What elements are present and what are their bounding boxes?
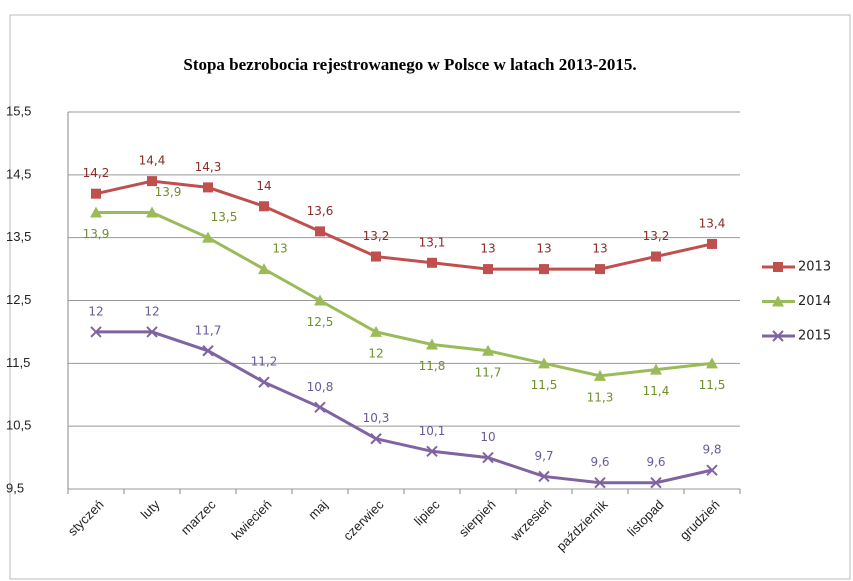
value-label: 13 — [592, 242, 607, 256]
series-line — [95, 179, 713, 271]
marker — [650, 477, 662, 489]
marker — [483, 264, 493, 275]
marker — [426, 445, 438, 458]
marker — [538, 470, 550, 483]
value-label: 11,7 — [475, 365, 502, 379]
y-tick-label: 13,5 — [6, 229, 31, 244]
marker — [91, 188, 101, 199]
marker — [427, 257, 437, 268]
marker — [595, 264, 605, 275]
value-label: 12 — [368, 346, 383, 360]
chart-title: Stopa bezrobocia rejestrowanego w Polsce… — [183, 55, 636, 74]
value-label: 11,3 — [587, 390, 614, 404]
value-label: 13,2 — [643, 229, 670, 243]
value-label: 13,6 — [307, 204, 334, 218]
value-label: 9,8 — [702, 443, 721, 457]
value-label: 13,9 — [83, 227, 110, 241]
y-tick-label: 15,5 — [6, 103, 31, 118]
marker — [650, 363, 662, 375]
marker — [258, 263, 270, 275]
value-label: 11,5 — [699, 378, 726, 392]
marker — [482, 344, 494, 356]
marker — [147, 176, 157, 187]
value-label: 9,6 — [590, 455, 609, 469]
value-label: 13,2 — [363, 229, 390, 243]
chart-frame — [9, 14, 851, 580]
value-label: 10,3 — [363, 411, 390, 425]
value-label: 13,1 — [419, 235, 446, 249]
value-label: 9,7 — [534, 449, 553, 463]
legend-label: 2015 — [798, 329, 831, 344]
value-label: 12 — [88, 304, 103, 318]
marker — [259, 201, 269, 212]
series-line — [96, 330, 713, 485]
value-label: 11,5 — [531, 378, 558, 392]
value-label: 14,2 — [83, 166, 110, 180]
value-label: 12,5 — [307, 315, 334, 329]
value-label: 10,8 — [307, 380, 334, 394]
value-label: 14 — [256, 179, 271, 193]
value-label: 13 — [536, 242, 551, 256]
marker — [538, 357, 550, 369]
marker — [651, 251, 661, 262]
y-tick-label: 9,5 — [6, 480, 24, 495]
marker — [258, 376, 270, 388]
marker — [370, 325, 382, 337]
marker — [202, 345, 214, 357]
y-tick-label: 12,5 — [6, 292, 31, 307]
value-label: 13,4 — [699, 216, 726, 230]
marker — [773, 262, 783, 272]
value-label: 11,7 — [195, 323, 222, 337]
marker — [90, 206, 102, 218]
marker — [146, 206, 158, 218]
value-label: 11,2 — [251, 355, 278, 369]
series-line — [96, 211, 713, 378]
marker — [426, 338, 438, 350]
marker — [315, 226, 325, 237]
value-label: 10 — [480, 430, 495, 444]
legend-label: 2014 — [798, 294, 831, 309]
marker — [202, 231, 214, 243]
marker — [314, 294, 326, 306]
marker — [371, 251, 381, 262]
marker — [539, 264, 549, 275]
value-label: 13 — [480, 242, 495, 256]
marker — [370, 433, 382, 445]
marker — [772, 330, 784, 342]
y-tick-label: 11,5 — [6, 355, 30, 370]
y-tick-label: 10,5 — [6, 418, 31, 433]
marker — [146, 326, 158, 338]
value-label: 13 — [272, 242, 287, 256]
value-label: 9,6 — [646, 455, 665, 469]
marker — [707, 238, 717, 249]
value-label: 14,4 — [139, 154, 166, 168]
value-label: 12 — [144, 304, 159, 318]
marker — [90, 326, 102, 338]
marker — [314, 401, 326, 414]
value-label: 13,5 — [211, 210, 238, 224]
marker — [594, 477, 606, 489]
marker — [482, 451, 494, 464]
marker — [203, 182, 213, 193]
marker — [706, 464, 718, 476]
legend-label: 2013 — [798, 260, 831, 275]
value-label: 13,9 — [155, 185, 182, 199]
marker — [772, 295, 784, 307]
value-label: 14,3 — [195, 160, 222, 174]
marker — [706, 357, 718, 369]
value-label: 11,4 — [643, 384, 670, 398]
value-label: 11,8 — [419, 359, 446, 373]
y-tick-label: 14,5 — [6, 166, 31, 181]
marker — [594, 369, 606, 381]
value-label: 10,1 — [419, 424, 446, 438]
